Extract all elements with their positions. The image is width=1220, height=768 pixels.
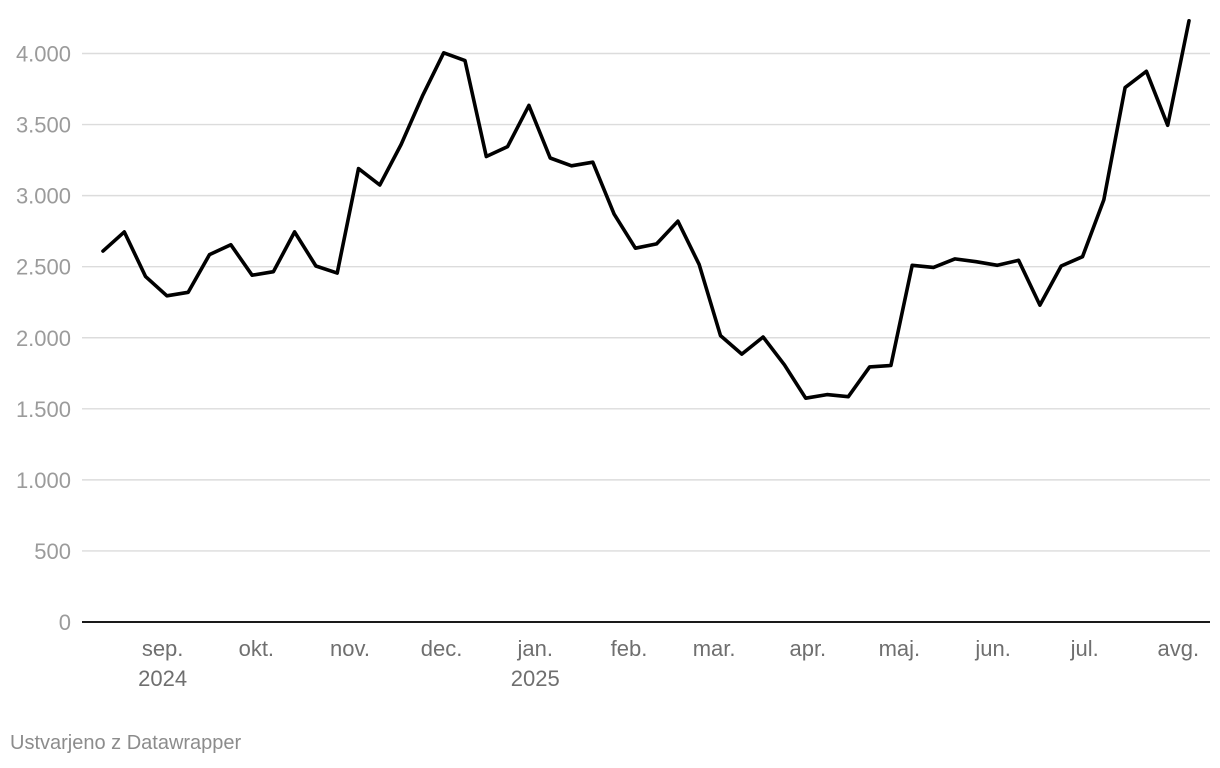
x-tick-label: maj. xyxy=(879,636,921,661)
footer-credit: Ustvarjeno z Datawrapper xyxy=(10,732,242,754)
y-tick-label: 3.000 xyxy=(16,184,71,209)
x-tick-label: feb. xyxy=(611,636,648,661)
x-tick-label: avg. xyxy=(1158,636,1200,661)
y-tick-label: 1.000 xyxy=(16,468,71,493)
x-tick-label: dec. xyxy=(421,636,463,661)
x-axis-ticks: sep. 2024 okt. nov. dec. jan. 2025 feb. mar. apr.… xyxy=(138,636,1199,691)
y-tick-label: 0 xyxy=(59,610,71,635)
series-line xyxy=(101,18,1191,401)
y-tick-label: 2.500 xyxy=(16,255,71,280)
y-tick-label: 2.000 xyxy=(16,326,71,351)
x-tick-label: sep. xyxy=(142,636,184,661)
x-tick-year-label: 2025 xyxy=(511,666,560,691)
x-tick-label: jul. xyxy=(1070,636,1099,661)
gridlines xyxy=(82,52,1210,552)
y-tick-label: 1.500 xyxy=(16,397,71,422)
x-tick-label: nov. xyxy=(330,636,370,661)
x-tick-label: okt. xyxy=(239,636,274,661)
x-tick-label: apr. xyxy=(789,636,826,661)
x-tick-label: mar. xyxy=(693,636,736,661)
y-tick-label: 500 xyxy=(34,539,71,564)
y-tick-label: 4.000 xyxy=(16,42,71,67)
x-tick-label: jun. xyxy=(974,636,1010,661)
x-tick-label: jan. xyxy=(517,636,553,661)
x-tick-year-label: 2024 xyxy=(138,666,187,691)
y-axis-ticks: 0 500 1.000 1.500 2.000 2.500 3.000 3.500 4.000 xyxy=(16,42,71,636)
series-lines xyxy=(101,18,1191,401)
y-tick-label: 3.500 xyxy=(16,113,71,138)
